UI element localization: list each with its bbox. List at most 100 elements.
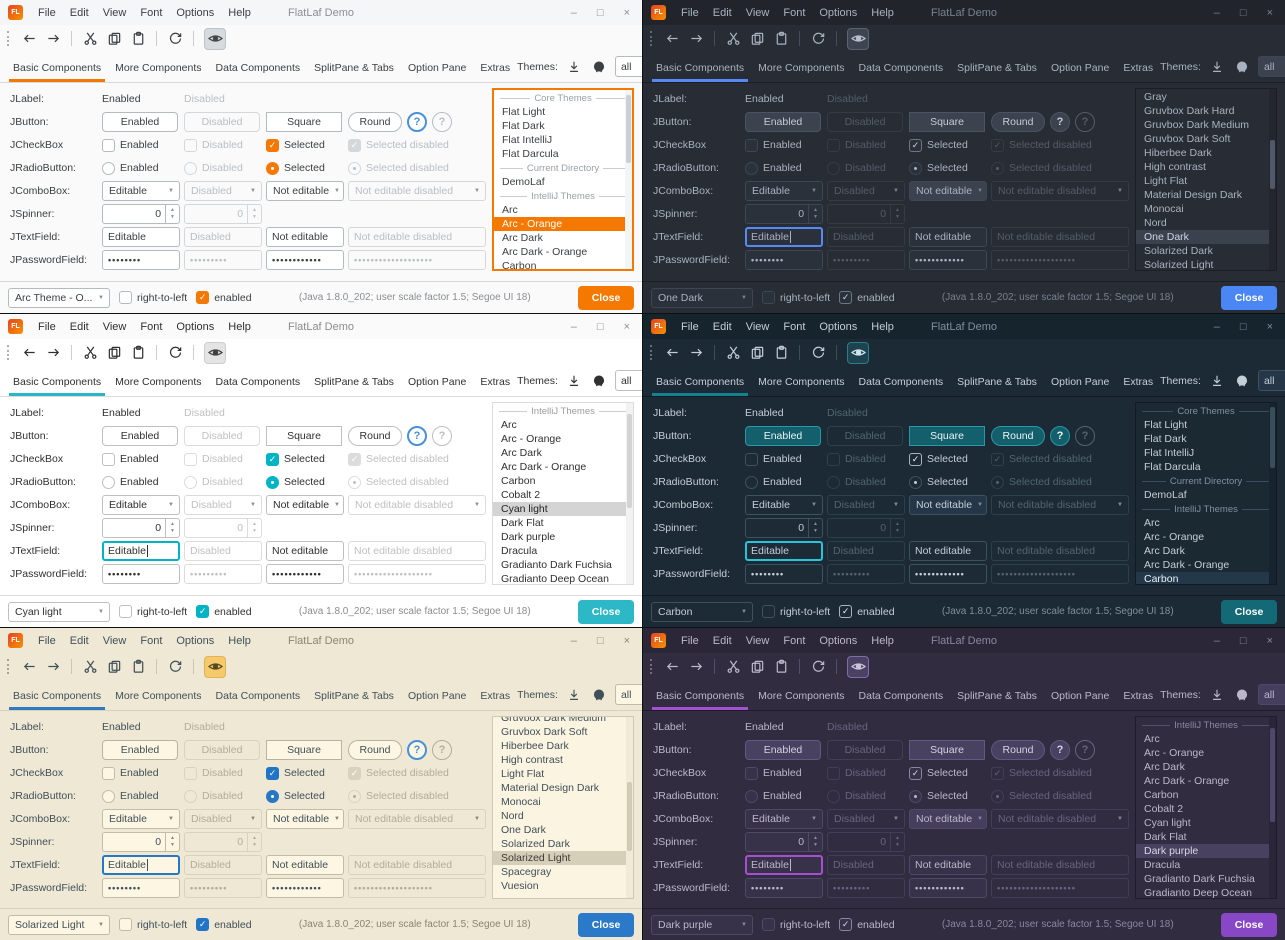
paste-icon[interactable]: [127, 656, 149, 678]
tab-data-components[interactable]: Data Components: [215, 376, 301, 388]
menu-font[interactable]: Font: [140, 320, 163, 333]
jbutton-enabled-button[interactable]: Enabled: [102, 740, 178, 760]
theme-list-item[interactable]: Flat Light: [502, 106, 546, 118]
right-to-left-checkbox[interactable]: ✓right-to-left: [119, 918, 187, 931]
theme-list-item[interactable]: Flat Darcula: [502, 148, 559, 160]
jcombobox-editable[interactable]: Editable ▼: [102, 809, 180, 829]
minimize-button[interactable]: –: [570, 634, 577, 647]
jtextfield-not-editable[interactable]: Not editable: [909, 227, 987, 247]
jradiobutton-enabled[interactable]: Enabled: [745, 161, 827, 175]
jbutton-round-button[interactable]: Round: [991, 740, 1045, 760]
theme-list-item[interactable]: Gradianto Dark Fuchsia: [501, 559, 612, 571]
jbutton-enabled-button[interactable]: Enabled: [102, 112, 178, 132]
close-button[interactable]: Close: [1221, 285, 1277, 310]
jcheckbox-enabled[interactable]: ✓Enabled: [102, 138, 184, 152]
jpasswordfield-editable[interactable]: ••••••••: [102, 878, 180, 898]
tab-basic-components[interactable]: Basic Components: [649, 55, 751, 82]
jradiobutton-selected[interactable]: Selected: [266, 161, 348, 175]
jpasswordfield-not-editable[interactable]: ••••••••••••: [909, 564, 987, 584]
copy-icon[interactable]: [746, 656, 768, 678]
menu-file[interactable]: File: [38, 320, 56, 333]
menu-options[interactable]: Options: [819, 320, 858, 333]
close-window-button[interactable]: ×: [623, 320, 630, 333]
maximize-button[interactable]: □: [1239, 6, 1247, 19]
jspinner-enabled[interactable]: 0 ▲ ▼: [102, 832, 180, 852]
theme-list-item[interactable]: Arc Dark - Orange: [502, 246, 588, 258]
close-button[interactable]: Close: [578, 912, 634, 937]
back-arrow-icon[interactable]: [661, 656, 683, 678]
theme-list-item[interactable]: Hiberbee Dark: [501, 740, 569, 752]
tab-extras[interactable]: Extras: [1123, 690, 1154, 702]
download-icon[interactable]: [1208, 372, 1226, 390]
show-hidden-eye-icon[interactable]: [204, 341, 226, 364]
refresh-icon[interactable]: [164, 28, 186, 50]
jbutton-square-button[interactable]: Square: [266, 740, 342, 760]
tab-data-components[interactable]: Data Components: [858, 376, 944, 388]
paste-icon[interactable]: [127, 342, 149, 364]
jtextfield-editable[interactable]: Editable: [745, 541, 823, 561]
paste-icon[interactable]: [127, 28, 149, 50]
enabled-checkbox[interactable]: ✓ enabled: [839, 605, 895, 618]
close-window-button[interactable]: ×: [1266, 6, 1273, 19]
theme-list-item[interactable]: Arc: [1144, 517, 1160, 529]
help-button[interactable]: ?: [407, 112, 427, 132]
show-hidden-eye-icon[interactable]: [847, 655, 869, 678]
theme-list-item[interactable]: Monocai: [501, 796, 541, 808]
jcheckbox-selected[interactable]: ✓ Selected: [909, 138, 991, 152]
theme-list-item[interactable]: Gradianto Dark Fuchsia: [1144, 873, 1255, 885]
theme-filter-combobox[interactable]: all▼: [1257, 684, 1285, 705]
refresh-icon[interactable]: [164, 342, 186, 364]
theme-combobox[interactable]: One Dark ▼: [651, 287, 753, 308]
jcheckbox-selected[interactable]: ✓ Selected: [266, 766, 348, 780]
tab-splitpane-tabs[interactable]: SplitPane & Tabs: [957, 690, 1037, 702]
theme-list-item[interactable]: Cobalt 2: [501, 489, 541, 501]
tab-extras[interactable]: Extras: [1123, 376, 1154, 388]
copy-icon[interactable]: [746, 28, 768, 50]
maximize-button[interactable]: □: [596, 320, 604, 333]
menu-help[interactable]: Help: [871, 320, 894, 333]
menu-view[interactable]: View: [745, 6, 770, 19]
minimize-button[interactable]: –: [1213, 6, 1220, 19]
tab-data-components[interactable]: Data Components: [215, 690, 301, 702]
theme-list-item[interactable]: Nord: [1144, 217, 1167, 229]
tab-splitpane-tabs[interactable]: SplitPane & Tabs: [957, 376, 1037, 388]
jradiobutton-enabled[interactable]: Enabled: [102, 161, 184, 175]
paste-icon[interactable]: [770, 28, 792, 50]
tab-splitpane-tabs[interactable]: SplitPane & Tabs: [957, 62, 1037, 74]
show-hidden-eye-icon[interactable]: [847, 27, 869, 50]
cut-icon[interactable]: [79, 656, 101, 678]
jbutton-square-button[interactable]: Square: [266, 426, 342, 446]
jpasswordfield-editable[interactable]: ••••••••: [102, 564, 180, 584]
menu-edit[interactable]: Edit: [712, 320, 732, 333]
jcheckbox-selected[interactable]: ✓ Selected: [909, 766, 991, 780]
list-scrollbar[interactable]: [1269, 717, 1276, 898]
theme-list-item[interactable]: High contrast: [501, 754, 563, 766]
jpasswordfield-not-editable[interactable]: ••••••••••••: [909, 878, 987, 898]
jpasswordfield-editable[interactable]: ••••••••: [102, 250, 180, 270]
tab-option-pane[interactable]: Option Pane: [1050, 376, 1110, 388]
jradiobutton-enabled[interactable]: Enabled: [102, 475, 184, 489]
jradiobutton-enabled[interactable]: Enabled: [745, 475, 827, 489]
tab-basic-components[interactable]: Basic Components: [6, 55, 108, 82]
theme-list-item[interactable]: Dark Flat: [501, 517, 544, 529]
menu-help[interactable]: Help: [871, 634, 894, 647]
jcheckbox-selected[interactable]: ✓ Selected: [909, 452, 991, 466]
theme-list-item[interactable]: Arc Dark: [1144, 761, 1185, 773]
close-window-button[interactable]: ×: [1266, 320, 1273, 333]
tab-data-components[interactable]: Data Components: [858, 690, 944, 702]
list-scrollbar[interactable]: [625, 90, 632, 269]
theme-list-item[interactable]: Arc Dark - Orange: [501, 461, 587, 473]
tab-extras[interactable]: Extras: [480, 690, 511, 702]
theme-list-item[interactable]: Arc - Orange: [1144, 531, 1205, 543]
github-icon[interactable]: [1233, 372, 1251, 390]
theme-list-item[interactable]: Flat Darcula: [1144, 461, 1201, 473]
jpasswordfield-not-editable[interactable]: ••••••••••••: [909, 250, 987, 270]
copy-icon[interactable]: [746, 342, 768, 364]
menu-file[interactable]: File: [38, 6, 56, 19]
close-window-button[interactable]: ×: [623, 634, 630, 647]
menu-font[interactable]: Font: [140, 6, 163, 19]
theme-list-item[interactable]: Hiberbee Dark: [1144, 147, 1212, 159]
list-scrollbar-thumb[interactable]: [627, 413, 632, 508]
theme-filter-combobox[interactable]: all▼: [614, 370, 642, 391]
jcombobox-not-editable[interactable]: Not editable ▼: [266, 495, 344, 515]
